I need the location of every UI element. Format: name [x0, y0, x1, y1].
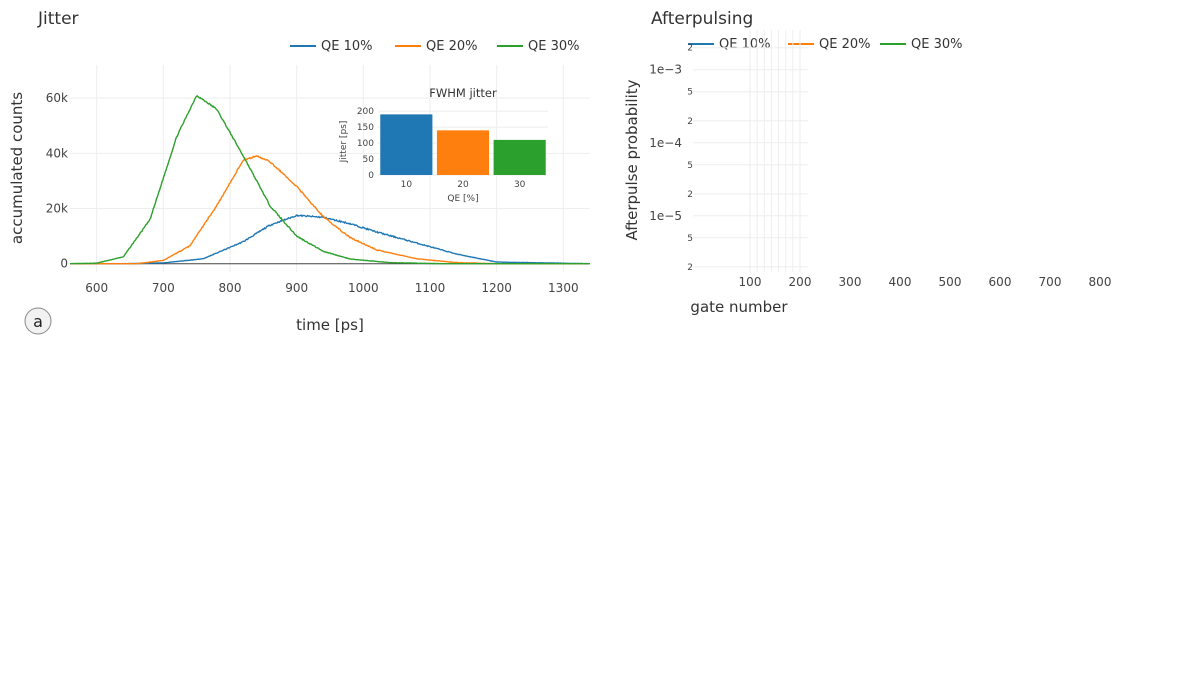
b-legend-label-qe20: QE 20%: [819, 37, 870, 52]
inset-y-tick-label: 0: [368, 171, 374, 181]
y-tick-label: 20k: [46, 202, 68, 216]
x-tick-label: 200: [789, 275, 812, 289]
x-tick-label: 1300: [548, 281, 579, 295]
x-tick-label: 800: [219, 281, 242, 295]
y-minor-tick-label: 2: [687, 44, 693, 54]
a-legend-label-qe30: QE 30%: [528, 39, 579, 54]
inset-bar-10: [380, 114, 433, 175]
x-axis-label: time [ps]: [296, 316, 364, 334]
a-legend-label-qe10: QE 10%: [321, 39, 372, 54]
y-tick-label: 0: [60, 257, 68, 271]
y-tick-label: 1e−5: [649, 209, 682, 223]
inset-x-tick-label: 30: [514, 180, 526, 190]
x-tick-label: 300: [839, 275, 862, 289]
y-axis-label: Afterpulse probability: [623, 79, 641, 240]
series-line-QE 30%: [70, 94, 590, 265]
panel-label-a: a: [33, 312, 43, 331]
inset-bar-20: [436, 130, 490, 175]
x-tick-label: 100: [739, 275, 762, 289]
inset-y-tick-label: 150: [357, 123, 374, 133]
x-tick-label: 400: [889, 275, 912, 289]
y-minor-tick-label: 2: [687, 263, 693, 273]
inset-title: FWHM jitter: [429, 86, 497, 100]
y-axis-label: accumulated counts: [8, 92, 26, 244]
y-tick-label: 40k: [46, 146, 68, 160]
inset-x-tick-label: 20: [457, 180, 469, 190]
y-minor-tick-label: 5: [687, 88, 693, 98]
x-axis-label: gate number: [690, 298, 788, 316]
x-tick-label: 500: [939, 275, 962, 289]
b-legend-label-qe30: QE 30%: [911, 37, 962, 52]
x-tick-label: 700: [152, 281, 175, 295]
series-line-QE 10%: [70, 214, 590, 265]
inset-x-axis-label: QE [%]: [447, 194, 478, 204]
y-tick-label: 1e−4: [649, 136, 682, 150]
x-tick-label: 1100: [415, 281, 446, 295]
x-tick-label: 800: [1089, 275, 1112, 289]
x-tick-label: 600: [85, 281, 108, 295]
inset-x-tick-label: 10: [401, 180, 413, 190]
x-tick-label: 600: [989, 275, 1012, 289]
y-minor-tick-label: 5: [687, 161, 693, 171]
chart-title: Afterpulsing: [651, 9, 753, 29]
y-minor-tick-label: 2: [687, 117, 693, 127]
y-tick-label: 60k: [46, 91, 68, 105]
b-legend-label-qe10: QE 10%: [719, 37, 770, 52]
x-tick-label: 1200: [481, 281, 512, 295]
inset-y-tick-label: 200: [357, 107, 374, 117]
inset-y-tick-label: 100: [357, 139, 374, 149]
x-tick-label: 900: [285, 281, 308, 295]
panel-label-badge: [24, 307, 52, 335]
a-legend-label-qe20: QE 20%: [426, 39, 477, 54]
inset-bar-30: [493, 139, 546, 175]
inset-y-axis-label: Jitter [ps]: [339, 121, 349, 164]
x-tick-label: 1000: [348, 281, 379, 295]
y-minor-tick-label: 5: [687, 234, 693, 244]
y-minor-tick-label: 2: [687, 190, 693, 200]
x-tick-label: 700: [1039, 275, 1062, 289]
y-tick-label: 1e−3: [649, 63, 682, 77]
inset-y-tick-label: 50: [363, 155, 375, 165]
chart-title: Jitter: [37, 9, 79, 29]
